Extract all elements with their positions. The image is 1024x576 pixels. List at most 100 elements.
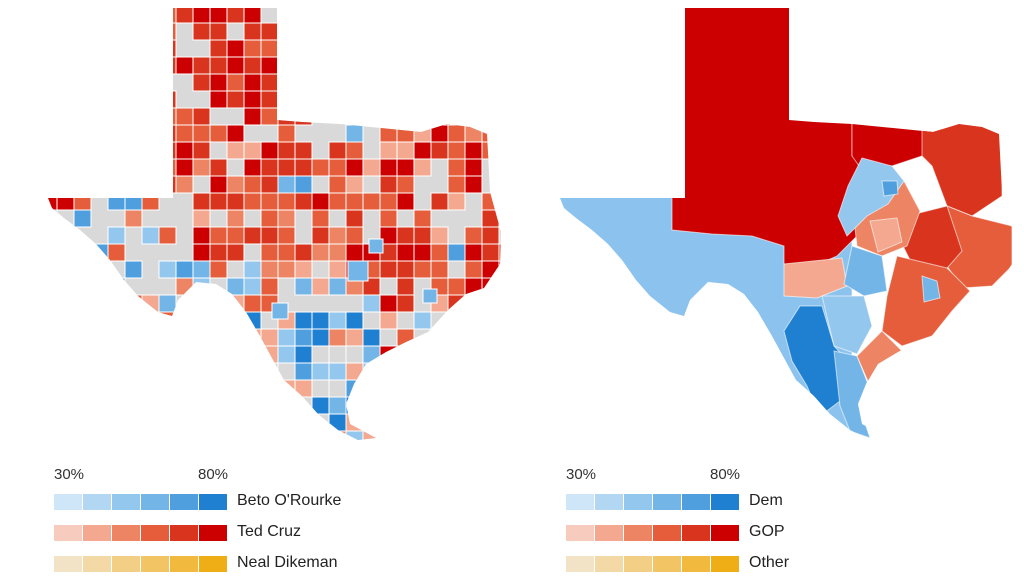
county-cell [481, 39, 500, 58]
county-cell [277, 141, 296, 160]
county-cell [260, 56, 279, 75]
county-cell [396, 396, 415, 415]
county-cell [430, 73, 449, 92]
county-cell [345, 226, 364, 245]
county-cell [175, 175, 194, 194]
county-cell [175, 8, 194, 24]
county-cell [328, 328, 347, 347]
county-cell [56, 90, 75, 109]
county-cell [328, 73, 347, 92]
county-cell [73, 209, 92, 228]
county-cell [498, 39, 501, 58]
county-cell [294, 362, 313, 381]
county-cell [311, 158, 330, 177]
county-cell [362, 192, 381, 211]
county-cell [413, 22, 432, 41]
county-cell [362, 158, 381, 177]
county-cell [294, 73, 313, 92]
county-cell [226, 328, 245, 347]
county-cell [124, 22, 143, 41]
county-cell [260, 22, 279, 41]
county-cell [464, 175, 483, 194]
county-cell [158, 56, 177, 75]
county-cell [430, 345, 449, 364]
county-cell [243, 56, 262, 75]
county-cell [396, 56, 415, 75]
county-cell [481, 124, 500, 143]
county-cell [90, 124, 109, 143]
county-cell [464, 141, 483, 160]
county-cell [48, 39, 58, 58]
county-cell [243, 8, 262, 24]
county-cell [447, 243, 466, 262]
county-cell [158, 294, 177, 313]
county-cell [498, 73, 501, 92]
district-results-panel: 30% 80% Dem GOP Other [512, 0, 1024, 576]
legend-swatch [682, 556, 710, 572]
county-cell [464, 243, 483, 262]
legend-swatch [199, 525, 227, 541]
county-cell [294, 158, 313, 177]
county-cell [481, 209, 500, 228]
county-cell [464, 90, 483, 109]
county-cell [311, 8, 330, 24]
county-cell [175, 277, 194, 296]
county-cell [124, 328, 143, 347]
county-cell [345, 73, 364, 92]
county-cell [413, 90, 432, 109]
county-cell [498, 90, 501, 109]
county-cell [90, 379, 109, 398]
county-cell [447, 90, 466, 109]
county-cell [311, 430, 330, 440]
county-cell [107, 311, 126, 330]
county-cell [379, 39, 398, 58]
county-cell [413, 379, 432, 398]
legend-swatch [83, 494, 111, 510]
county-cell [311, 209, 330, 228]
legend-swatches-gop [566, 525, 740, 541]
county-cell [362, 311, 381, 330]
county-cell [124, 311, 143, 330]
legend-swatch [112, 556, 140, 572]
county-cell [396, 73, 415, 92]
county-cell [328, 260, 347, 279]
texas-district-map [560, 8, 1013, 440]
county-cell [209, 158, 228, 177]
county-cell [447, 413, 466, 432]
district-austin-blue [843, 245, 888, 297]
county-cell [379, 413, 398, 432]
legend-label-orourke: Beto O'Rourke [237, 492, 342, 509]
county-cell [328, 430, 347, 440]
county-cell [328, 56, 347, 75]
county-cell [192, 328, 211, 347]
county-cell [158, 90, 177, 109]
county-cell [192, 158, 211, 177]
county-cell [56, 22, 75, 41]
county-cell [56, 192, 75, 211]
county-cell [447, 328, 466, 347]
county-cell [498, 192, 501, 211]
county-cell [362, 379, 381, 398]
county-cell [141, 192, 160, 211]
county-cell [422, 288, 438, 304]
county-cell [396, 260, 415, 279]
county-cell [379, 294, 398, 313]
legend-swatch [83, 556, 111, 572]
county-cell [328, 141, 347, 160]
county-cell [413, 107, 432, 126]
county-cell [379, 345, 398, 364]
county-cell [90, 39, 109, 58]
county-cell [481, 430, 500, 440]
county-cell [56, 175, 75, 194]
county-cell [260, 277, 279, 296]
county-cell [175, 260, 194, 279]
county-cell [277, 192, 296, 211]
county-cell [243, 362, 262, 381]
county-cell [362, 56, 381, 75]
county-cell [226, 209, 245, 228]
district-dallas-blue [881, 180, 899, 197]
county-cell [73, 107, 92, 126]
county-cell [379, 175, 398, 194]
county-cell [243, 345, 262, 364]
county-cell [158, 226, 177, 245]
